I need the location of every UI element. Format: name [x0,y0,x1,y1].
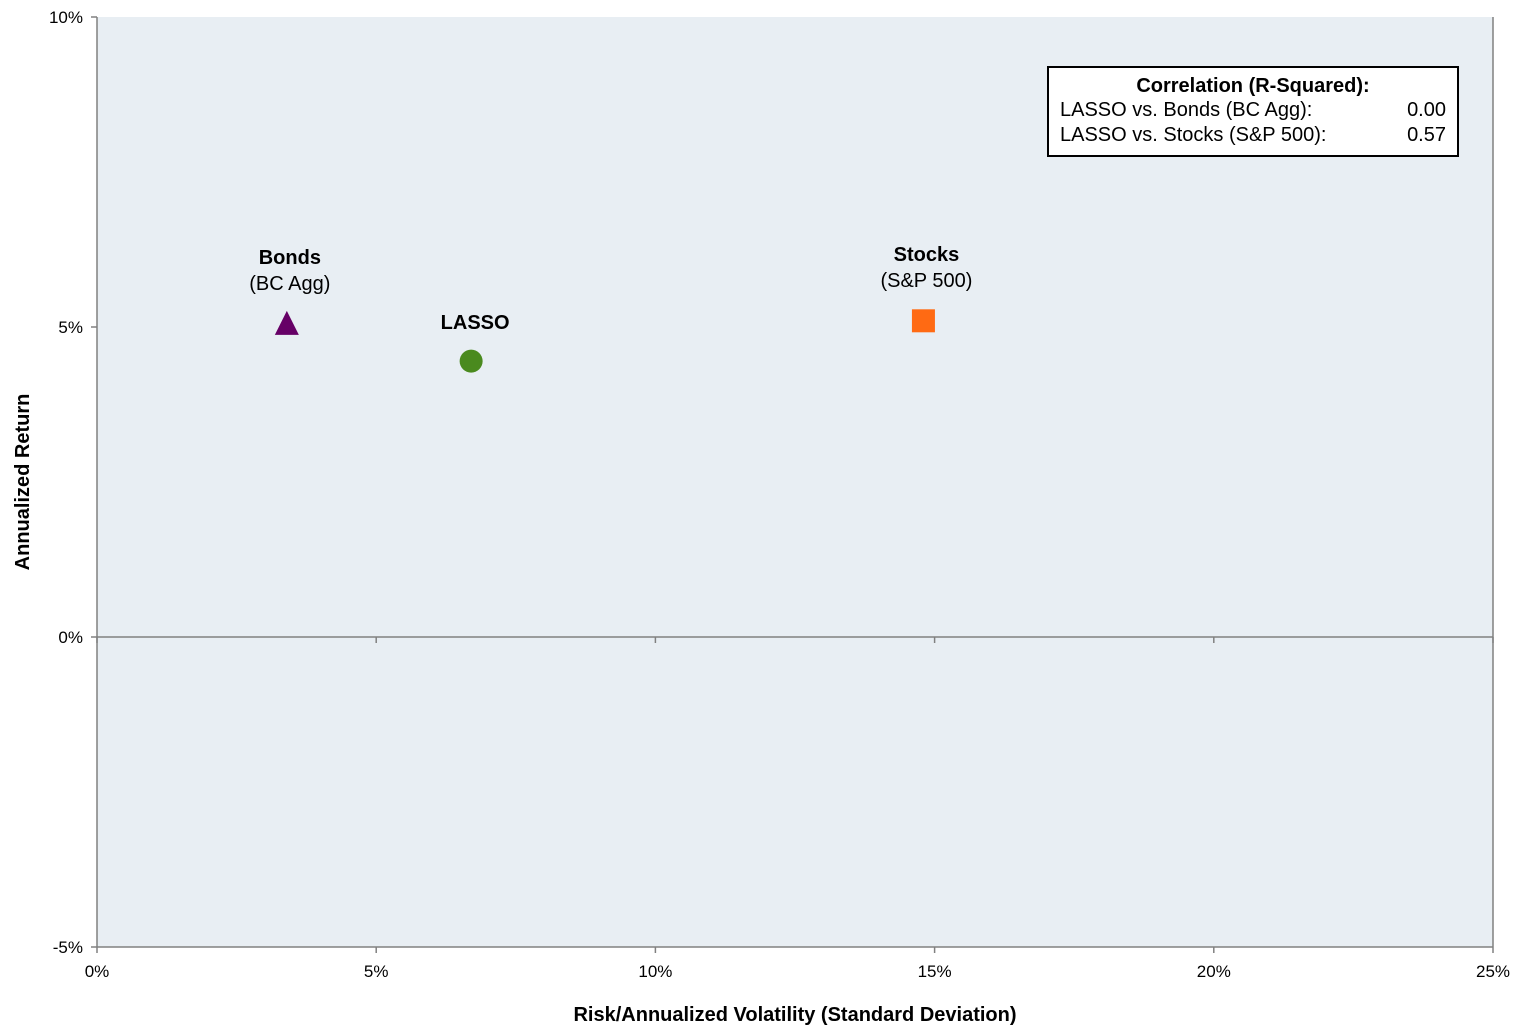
x-tick-label: 10% [638,962,672,981]
correlation-row-stocks: LASSO vs. Stocks (S&P 500): 0.57 [1049,123,1457,148]
point-bonds [274,310,299,335]
x-tick-label: 20% [1197,962,1231,981]
x-tick-label: 5% [364,962,389,981]
y-tick-label: -5% [53,938,83,957]
correlation-value: 0.57 [1407,124,1446,146]
y-tick-label: 10% [49,8,83,27]
axes [91,16,1494,953]
correlation-title: Correlation (R-Squared): [1136,75,1370,97]
point-label-stocks: Stocks [894,244,960,266]
correlation-label: LASSO vs. Stocks (S&P 500): [1060,124,1327,146]
data-points: Bonds (BC Agg) LASSO Stocks (S&P 500) [249,244,972,373]
x-tick-label: 15% [918,962,952,981]
point-stocks [911,309,935,333]
correlation-legend-box: Correlation (R-Squared): LASSO vs. Bonds… [1047,66,1459,157]
x-axis-title: Risk/Annualized Volatility (Standard Dev… [573,1004,1016,1026]
point-label-lasso: LASSO [441,312,510,334]
y-tick-label: 0% [58,628,83,647]
plot-area [97,17,1493,947]
x-tick-label: 25% [1476,962,1510,981]
tick-labels: -5%0%5%10%0% 5% 10% 15% 20% 25% [49,8,1510,981]
point-sublabel-stocks: (S&P 500) [880,270,972,292]
point-label-bonds: Bonds [259,247,321,269]
point-lasso [459,349,483,373]
point-sublabel-bonds: (BC Agg) [249,273,330,295]
correlation-value: 0.00 [1407,99,1446,121]
y-tick-label: 5% [58,318,83,337]
correlation-label: LASSO vs. Bonds (BC Agg): [1060,99,1313,121]
correlation-row-bonds: LASSO vs. Bonds (BC Agg): 0.00 [1049,98,1457,123]
y-axis-title: Annualized Return [12,394,34,571]
x-tick-label: 0% [85,962,110,981]
